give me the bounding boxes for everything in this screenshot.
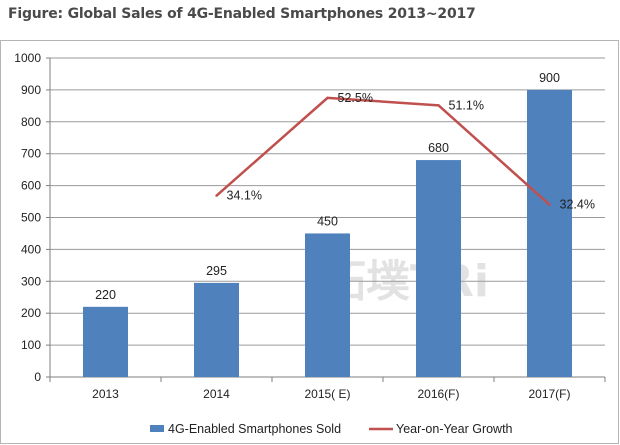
legend: 4G-Enabled Smartphones Sold Year-on-Year … bbox=[150, 422, 513, 436]
y-tick-label: 700 bbox=[21, 147, 41, 161]
growth-line bbox=[215, 96, 551, 206]
legend-line-label: Year-on-Year Growth bbox=[396, 422, 513, 436]
y-tick-label: 600 bbox=[21, 179, 41, 193]
growth-value-label: 52.5% bbox=[338, 91, 373, 105]
bar-value-label: 295 bbox=[206, 264, 227, 278]
growth-value-label: 51.1% bbox=[449, 98, 484, 112]
y-tick-label: 300 bbox=[21, 274, 41, 288]
growth-point bbox=[215, 194, 218, 197]
x-tick-label: 2017(F) bbox=[528, 387, 570, 401]
axes: 0 100 200 300 400 500 600 700 800 900 1000 2013 2014… bbox=[14, 51, 606, 401]
bar-value-label: 220 bbox=[95, 288, 116, 302]
data-labels: 220 295 450 680 900 34.1% 52.5% 51.1% 32.4% bbox=[95, 71, 595, 302]
legend-bar-label: 4G-Enabled Smartphones Sold bbox=[168, 422, 341, 436]
x-tick-label: 2013 bbox=[92, 387, 119, 401]
bar bbox=[527, 89, 572, 378]
y-tick-label: 1000 bbox=[14, 51, 41, 65]
legend-bar-swatch bbox=[150, 425, 164, 432]
bar-value-label: 900 bbox=[539, 71, 560, 85]
x-tick-label: 2015( E) bbox=[304, 387, 350, 401]
bar bbox=[416, 160, 461, 377]
bar bbox=[305, 233, 350, 377]
bars bbox=[83, 89, 572, 378]
growth-value-label: 32.4% bbox=[560, 198, 595, 212]
growth-point bbox=[548, 203, 551, 206]
figure-title: Figure: Global Sales of 4G-Enabled Smart… bbox=[8, 6, 476, 22]
growth-value-label: 34.1% bbox=[227, 189, 262, 203]
x-tick-label: 2016(F) bbox=[417, 387, 459, 401]
growth-point bbox=[326, 96, 329, 100]
y-tick-label: 0 bbox=[34, 370, 41, 384]
growth-point bbox=[437, 104, 440, 107]
bar-value-label: 680 bbox=[428, 141, 449, 155]
y-tick-label: 400 bbox=[21, 242, 41, 256]
y-tick-label: 500 bbox=[21, 211, 41, 225]
bar bbox=[83, 306, 128, 377]
y-tick-label: 100 bbox=[21, 338, 41, 352]
y-tick-label: 200 bbox=[21, 306, 41, 320]
bar bbox=[194, 282, 239, 377]
y-tick-label: 900 bbox=[21, 83, 41, 97]
bar-value-label: 450 bbox=[317, 214, 338, 228]
y-tick-label: 800 bbox=[21, 115, 41, 129]
growth-line-path bbox=[215, 96, 551, 206]
x-tick-label: 2014 bbox=[203, 387, 230, 401]
